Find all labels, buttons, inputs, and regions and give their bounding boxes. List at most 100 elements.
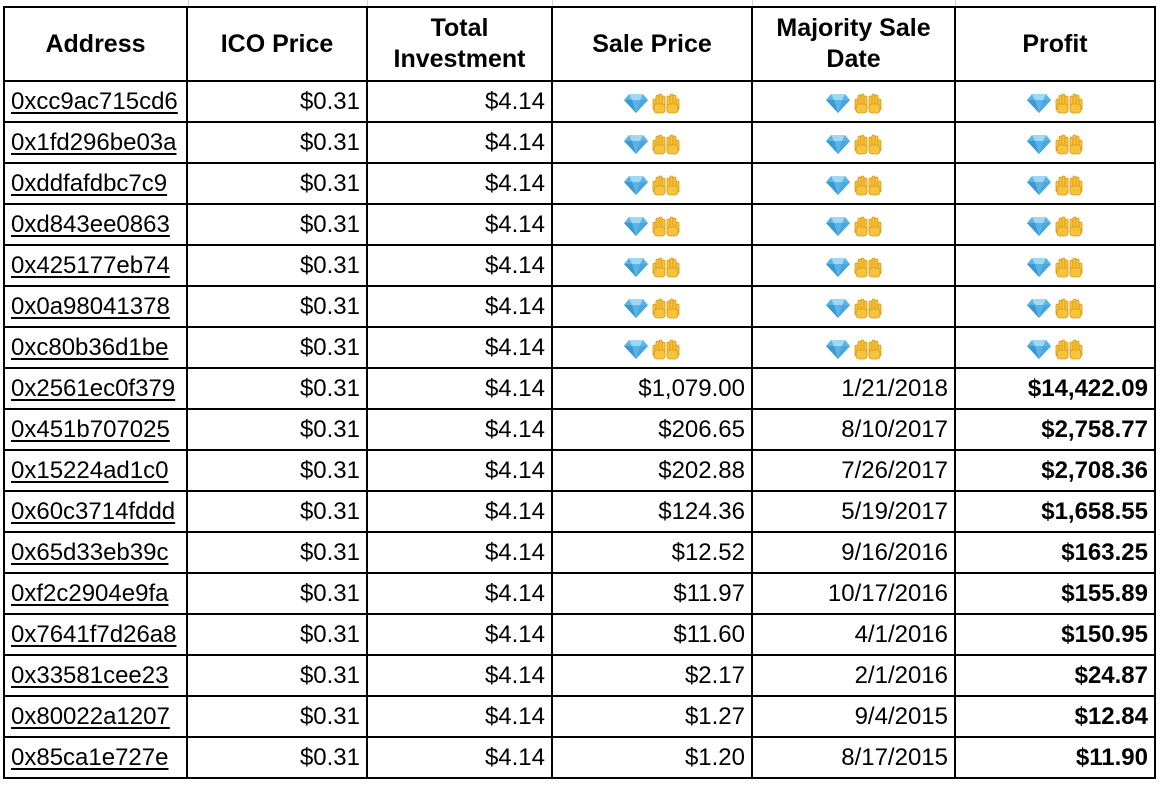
address-cell[interactable]: 0x1fd296be03a (3, 121, 188, 164)
sale-price-cell[interactable]: $12.52 (551, 531, 753, 574)
total-investment-cell[interactable]: $4.14 (366, 326, 553, 369)
address-cell[interactable]: 0x15224ad1c0 (3, 449, 188, 492)
header-profit[interactable]: Profit (954, 6, 1156, 82)
address-cell[interactable]: 0x65d33eb39c (3, 531, 188, 574)
majority-sale-date-cell[interactable]: 5/19/2017 (751, 490, 956, 533)
profit-cell[interactable]: $2,708.36 (954, 449, 1156, 492)
header-ico-price[interactable]: ICO Price (186, 6, 368, 82)
majority-sale-date-cell[interactable]: 4/1/2016 (751, 613, 956, 656)
majority-sale-date-cell[interactable]: 9/16/2016 (751, 531, 956, 574)
sale-price-cell[interactable]: $206.65 (551, 408, 753, 451)
address-cell[interactable]: 0xcc9ac715cd6 (3, 80, 188, 123)
majority-sale-date-cell[interactable]: 8/10/2017 (751, 408, 956, 451)
address-cell[interactable]: 0xd843ee0863 (3, 203, 188, 246)
profit-cell[interactable]: $12.84 (954, 695, 1156, 738)
sale-price-cell[interactable]: $124.36 (551, 490, 753, 533)
profit-cell[interactable]: $150.95 (954, 613, 1156, 656)
total-investment-cell[interactable]: $4.14 (366, 408, 553, 451)
address-link[interactable]: 0x60c3714fddd (11, 498, 176, 525)
ico-price-cell[interactable]: $0.31 (186, 736, 368, 779)
address-link[interactable]: 0x85ca1e727e (11, 744, 169, 771)
majority-sale-date-cell[interactable] (751, 326, 956, 369)
ico-price-cell[interactable]: $0.31 (186, 285, 368, 328)
sale-price-cell[interactable] (551, 162, 753, 205)
profit-cell[interactable] (954, 244, 1156, 287)
ico-price-cell[interactable]: $0.31 (186, 326, 368, 369)
total-investment-cell[interactable]: $4.14 (366, 203, 553, 246)
sale-price-cell[interactable] (551, 244, 753, 287)
total-investment-cell[interactable]: $4.14 (366, 244, 553, 287)
majority-sale-date-cell[interactable]: 7/26/2017 (751, 449, 956, 492)
address-cell[interactable]: 0x7641f7d26a8 (3, 613, 188, 656)
profit-cell[interactable] (954, 162, 1156, 205)
sale-price-cell[interactable] (551, 203, 753, 246)
majority-sale-date-cell[interactable] (751, 203, 956, 246)
ico-price-cell[interactable]: $0.31 (186, 80, 368, 123)
sale-price-cell[interactable] (551, 285, 753, 328)
address-cell[interactable]: 0x451b707025 (3, 408, 188, 451)
ico-price-cell[interactable]: $0.31 (186, 654, 368, 697)
address-cell[interactable]: 0x60c3714fddd (3, 490, 188, 533)
profit-cell[interactable] (954, 121, 1156, 164)
total-investment-cell[interactable]: $4.14 (366, 695, 553, 738)
address-link[interactable]: 0xddfafdbc7c9 (11, 170, 168, 197)
sale-price-cell[interactable]: $1.20 (551, 736, 753, 779)
total-investment-cell[interactable]: $4.14 (366, 121, 553, 164)
address-link[interactable]: 0xf2c2904e9fa (11, 580, 169, 607)
address-link[interactable]: 0x80022a1207 (11, 703, 170, 730)
ico-price-cell[interactable]: $0.31 (186, 449, 368, 492)
sale-price-cell[interactable]: $202.88 (551, 449, 753, 492)
profit-cell[interactable]: $2,758.77 (954, 408, 1156, 451)
ico-price-cell[interactable]: $0.31 (186, 531, 368, 574)
profit-cell[interactable]: $14,422.09 (954, 367, 1156, 410)
total-investment-cell[interactable]: $4.14 (366, 613, 553, 656)
address-cell[interactable]: 0xddfafdbc7c9 (3, 162, 188, 205)
total-investment-cell[interactable]: $4.14 (366, 367, 553, 410)
majority-sale-date-cell[interactable] (751, 162, 956, 205)
total-investment-cell[interactable]: $4.14 (366, 572, 553, 615)
majority-sale-date-cell[interactable]: 9/4/2015 (751, 695, 956, 738)
ico-price-cell[interactable]: $0.31 (186, 695, 368, 738)
total-investment-cell[interactable]: $4.14 (366, 531, 553, 574)
total-investment-cell[interactable]: $4.14 (366, 162, 553, 205)
ico-price-cell[interactable]: $0.31 (186, 408, 368, 451)
header-address[interactable]: Address (3, 6, 188, 82)
ico-price-cell[interactable]: $0.31 (186, 244, 368, 287)
total-investment-cell[interactable]: $4.14 (366, 80, 553, 123)
profit-cell[interactable]: $163.25 (954, 531, 1156, 574)
total-investment-cell[interactable]: $4.14 (366, 736, 553, 779)
profit-cell[interactable] (954, 285, 1156, 328)
address-link[interactable]: 0x1fd296be03a (11, 129, 177, 156)
address-link[interactable]: 0x0a98041378 (11, 293, 170, 320)
header-majority-sale-date[interactable]: Majority Sale Date (751, 6, 956, 82)
profit-cell[interactable] (954, 326, 1156, 369)
sale-price-cell[interactable]: $11.60 (551, 613, 753, 656)
address-link[interactable]: 0x425177eb74 (11, 252, 170, 279)
sale-price-cell[interactable]: $1,079.00 (551, 367, 753, 410)
profit-cell[interactable] (954, 203, 1156, 246)
ico-price-cell[interactable]: $0.31 (186, 490, 368, 533)
profit-cell[interactable] (954, 80, 1156, 123)
profit-cell[interactable]: $155.89 (954, 572, 1156, 615)
address-link[interactable]: 0xd843ee0863 (11, 211, 170, 238)
address-cell[interactable]: 0xc80b36d1be (3, 326, 188, 369)
header-sale-price[interactable]: Sale Price (551, 6, 753, 82)
address-cell[interactable]: 0x33581cee23 (3, 654, 188, 697)
ico-price-cell[interactable]: $0.31 (186, 572, 368, 615)
total-investment-cell[interactable]: $4.14 (366, 449, 553, 492)
address-link[interactable]: 0x2561ec0f379 (11, 375, 176, 402)
header-total-investment[interactable]: Total Investment (366, 6, 553, 82)
sale-price-cell[interactable]: $2.17 (551, 654, 753, 697)
sale-price-cell[interactable] (551, 326, 753, 369)
address-cell[interactable]: 0x80022a1207 (3, 695, 188, 738)
ico-price-cell[interactable]: $0.31 (186, 613, 368, 656)
ico-price-cell[interactable]: $0.31 (186, 367, 368, 410)
address-link[interactable]: 0x451b707025 (11, 416, 170, 443)
sale-price-cell[interactable] (551, 121, 753, 164)
majority-sale-date-cell[interactable]: 1/21/2018 (751, 367, 956, 410)
address-cell[interactable]: 0xf2c2904e9fa (3, 572, 188, 615)
ico-price-cell[interactable]: $0.31 (186, 203, 368, 246)
ico-price-cell[interactable]: $0.31 (186, 162, 368, 205)
sale-price-cell[interactable] (551, 80, 753, 123)
address-cell[interactable]: 0x425177eb74 (3, 244, 188, 287)
